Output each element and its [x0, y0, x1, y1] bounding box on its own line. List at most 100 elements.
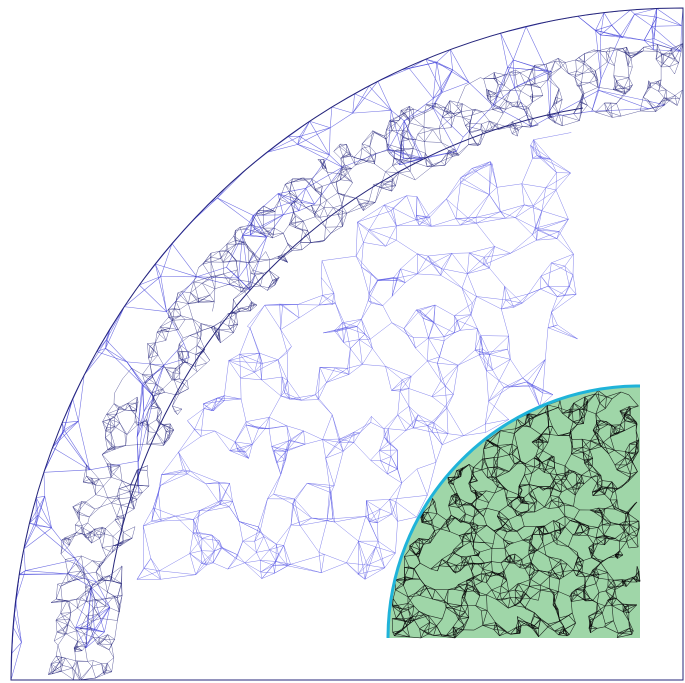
mesh-edge [107, 663, 112, 672]
mesh-edge [196, 267, 227, 278]
mesh-edge [397, 414, 414, 429]
mesh-edge [455, 218, 477, 224]
mesh-edge [386, 120, 390, 130]
mesh-edge [81, 677, 96, 680]
mesh-edge [254, 372, 262, 380]
mesh-edge [269, 545, 284, 551]
mesh-edge [375, 546, 396, 554]
mesh-edge [229, 448, 238, 451]
mesh-edge [515, 589, 524, 593]
mesh-edge [355, 221, 358, 257]
mesh-edge [524, 109, 533, 119]
mesh-edge [589, 527, 599, 529]
mesh-edge [409, 161, 412, 172]
mesh-edge [124, 276, 161, 307]
mesh-edge [485, 571, 493, 574]
mesh-edge [607, 580, 614, 588]
mesh-edge [437, 363, 442, 381]
mesh-edge [168, 308, 175, 310]
mesh-edge [290, 220, 304, 224]
mesh-edge [276, 524, 292, 545]
mesh-edge [410, 157, 425, 162]
mesh-edge [333, 143, 341, 152]
mesh-edge [76, 630, 85, 635]
mesh-edge [377, 81, 392, 111]
mesh-edge [353, 422, 371, 433]
mesh-edge [228, 324, 234, 327]
mesh-edge [415, 419, 428, 426]
mesh-edge [73, 573, 86, 581]
mesh-edge [544, 472, 551, 474]
mesh-edge [554, 113, 559, 124]
mesh-edge [441, 268, 463, 289]
mesh-edge [375, 150, 388, 154]
mesh-edge [114, 515, 124, 521]
mesh-edge [14, 614, 22, 643]
mesh-edge [463, 513, 466, 522]
mesh-edge [151, 396, 153, 406]
mesh-edge [310, 241, 323, 243]
mesh-edge [461, 605, 466, 613]
mesh-edge [85, 501, 96, 510]
mesh-edge [280, 317, 300, 330]
mesh-edge [291, 182, 298, 198]
mesh-edge [60, 553, 66, 560]
mesh-edge [597, 605, 606, 612]
mesh-edge [307, 482, 332, 493]
mesh-edge [179, 388, 189, 395]
mesh-edge [529, 93, 533, 97]
mesh-edge [129, 402, 137, 406]
mesh-edge [369, 146, 372, 156]
mesh-edge [496, 593, 501, 600]
mesh-edge [535, 228, 537, 241]
mesh-edge [560, 62, 566, 68]
mesh-edge [475, 217, 506, 219]
mesh-edge [210, 250, 220, 254]
mesh-edge [524, 474, 530, 485]
mesh-edge [547, 285, 566, 296]
mesh-edge [315, 207, 325, 213]
mesh-edge [130, 469, 139, 486]
mesh-edge [52, 671, 62, 675]
mesh-edge [52, 433, 63, 448]
mesh-edge [236, 311, 240, 314]
mesh-edge [288, 212, 294, 225]
mesh-edge [282, 201, 294, 215]
mesh-edge [56, 629, 64, 633]
mesh-edge [431, 396, 448, 409]
mesh-edge [19, 573, 69, 576]
mesh-edge [301, 394, 316, 401]
mesh-edge [606, 47, 611, 63]
mesh-edge [408, 406, 416, 421]
mesh-edge [156, 432, 164, 446]
mesh-edge [110, 422, 120, 433]
mesh-edge [111, 545, 114, 553]
mesh-edge [595, 30, 602, 80]
mesh-edge [513, 59, 515, 88]
mesh-edge [573, 113, 580, 121]
mesh-edge [76, 630, 78, 642]
mesh-edge [160, 473, 188, 486]
mesh-edge [581, 81, 590, 83]
mesh-edge [656, 8, 682, 26]
mesh-edge [616, 77, 629, 81]
mesh-edge [550, 117, 556, 124]
mesh-edge [256, 552, 261, 561]
mesh-edge [334, 322, 343, 331]
mesh-edge [259, 251, 266, 260]
mesh-edge [95, 564, 100, 573]
mesh-edge [469, 123, 471, 132]
mesh-edge [558, 231, 574, 255]
mesh-edge [148, 402, 155, 410]
mesh-edge [470, 303, 473, 315]
mesh-edge [297, 144, 343, 168]
mesh-edge [392, 172, 399, 179]
mesh-edge [227, 562, 245, 570]
mesh-edge [257, 258, 260, 262]
mesh-edge [391, 122, 397, 131]
mesh-edge [595, 527, 599, 538]
mesh-edge [78, 514, 90, 518]
mesh-edge [315, 188, 322, 194]
mesh-edge [116, 515, 124, 517]
mesh-edge [460, 177, 490, 195]
